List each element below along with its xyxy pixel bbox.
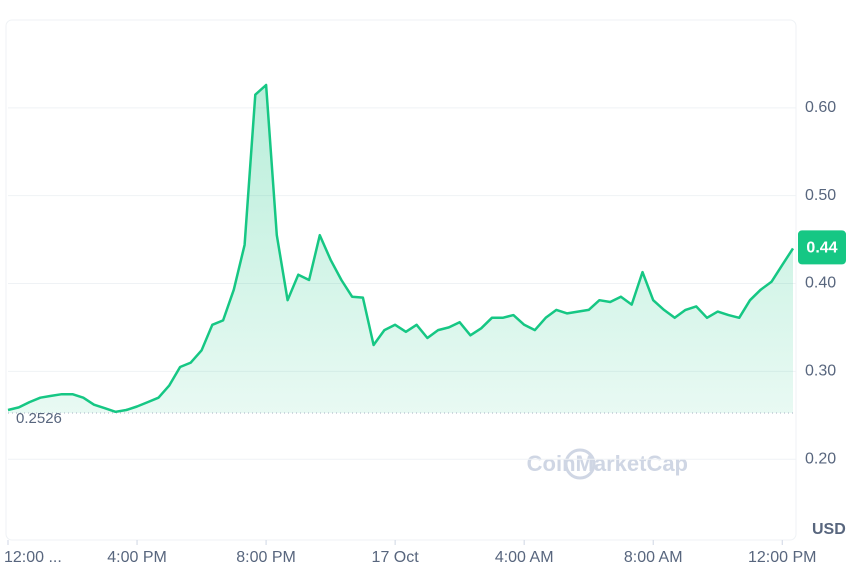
x-tick-label: 12:00 PM xyxy=(748,549,816,566)
watermark: CoinMarketCap xyxy=(527,451,688,476)
y-tick-label: 0.60 xyxy=(805,99,836,116)
price-area xyxy=(8,85,793,413)
plot-frame xyxy=(5,19,797,541)
y-tick-label: 0.30 xyxy=(805,363,836,380)
x-tick-label: 8:00 AM xyxy=(624,549,683,566)
x-tick-label: 4:00 PM xyxy=(107,549,167,566)
x-tick-label: 12:00 ... xyxy=(4,549,62,566)
x-tick-label: 8:00 PM xyxy=(236,549,296,566)
last-price-tag xyxy=(798,230,846,265)
baseline-label: 0.2526 xyxy=(16,410,62,427)
last-price-label: 0.44 xyxy=(806,240,837,257)
y-unit: USD xyxy=(812,521,846,538)
watermark-logo xyxy=(564,448,596,480)
y-tick-label: 0.20 xyxy=(805,450,836,467)
price-line xyxy=(7,83,795,413)
x-tick-label: 17 Oct xyxy=(372,549,420,566)
y-tick-label: 0.40 xyxy=(805,275,836,292)
y-tick-label: 0.50 xyxy=(805,187,836,204)
x-tick-label: 4:00 AM xyxy=(495,549,554,566)
